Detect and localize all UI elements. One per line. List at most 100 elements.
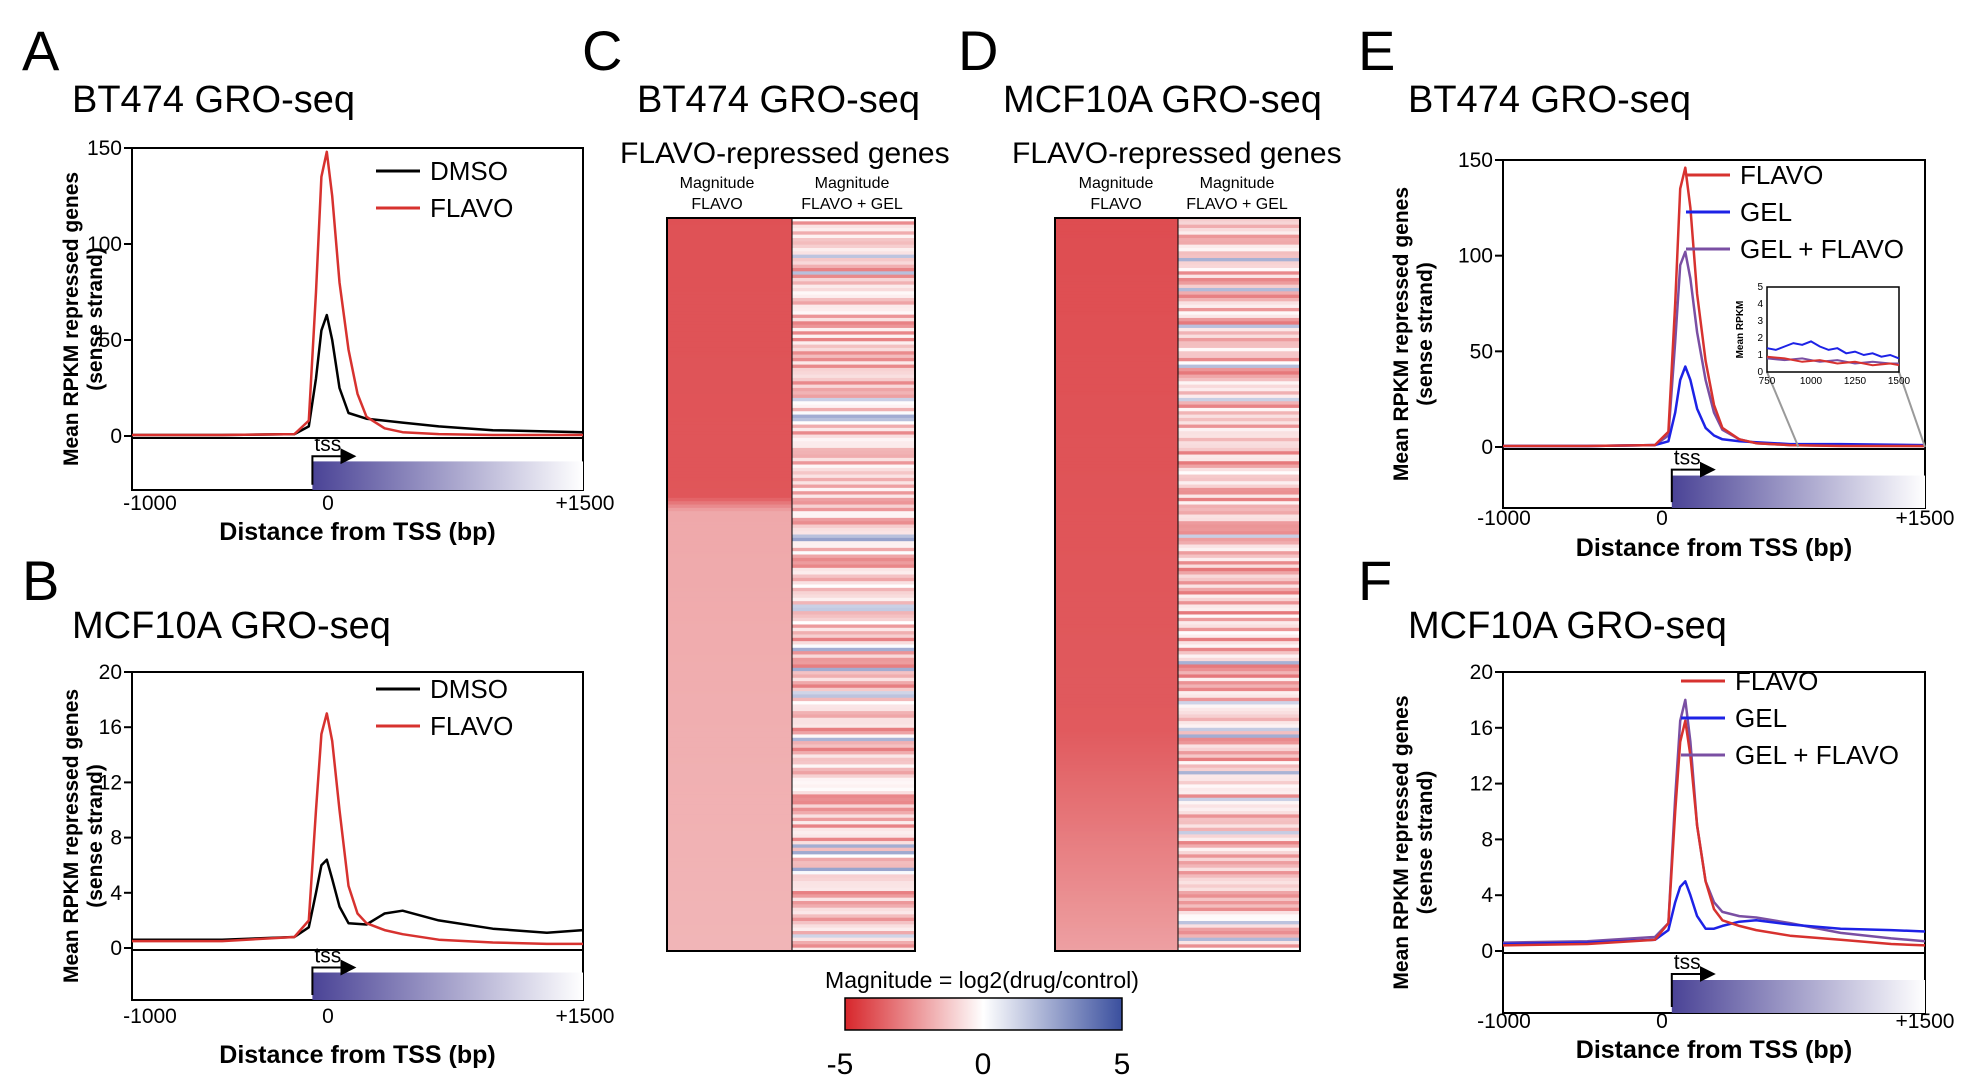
panel-c-col2-cell xyxy=(792,294,915,299)
panel-d-col2-cell xyxy=(1178,354,1300,359)
panel-c-col2-cell xyxy=(792,897,915,902)
panel-d-col2-cell xyxy=(1178,787,1300,792)
panel-c-col1-cell xyxy=(667,911,792,915)
panel-d-col2-cell xyxy=(1178,274,1300,279)
panel-c-col1-cell xyxy=(667,221,792,226)
panel-e-legend-label: GEL + FLAVO xyxy=(1740,234,1904,264)
panel-d-col2-cell xyxy=(1178,561,1300,566)
panel-c-col2-cell xyxy=(792,757,915,762)
panel-d-col1-cell xyxy=(1055,411,1178,416)
panel-c-col1-cell xyxy=(667,657,792,662)
panel-d-col1-cell xyxy=(1055,624,1178,629)
panel-d-col1-cell xyxy=(1055,894,1178,899)
panel-d-col2-cell xyxy=(1178,731,1300,736)
panel-c-col2-cell xyxy=(792,874,915,879)
panel-d-col1-cell xyxy=(1055,577,1178,582)
panel-e-inset-ytick-label: 0 xyxy=(1757,367,1763,378)
panel-d-col1-cell xyxy=(1055,567,1178,572)
panel-d-col1-cell xyxy=(1055,397,1178,402)
panel-c-col2-cell xyxy=(792,651,915,656)
panel-c-col2-cell xyxy=(792,797,915,802)
panel-c-col1-cell xyxy=(667,384,792,389)
panel-c-col2-cell xyxy=(792,597,915,602)
panel-c-col2-cell xyxy=(792,857,915,862)
panel-e-inset-y-axis-label: Mean RPKM xyxy=(1735,301,1746,359)
panel-c-title: BT474 GRO-seq xyxy=(637,79,920,121)
panel-d-col1-cell xyxy=(1055,261,1178,266)
panel-d-col1-cell xyxy=(1055,484,1178,489)
panel-c-col1-cell xyxy=(667,347,792,352)
panel-d-col1-cell xyxy=(1055,471,1178,476)
panel-c-col2-cell xyxy=(792,667,915,672)
panel-d-col1-cell xyxy=(1055,517,1178,522)
panel-c-col2-cell xyxy=(792,441,915,446)
panel-a-series-dmso xyxy=(132,313,584,437)
panel-c-col1-cell xyxy=(667,274,792,279)
panel-c-col2-cell xyxy=(792,784,915,789)
panel-d-col1-head-l1: Magnitude xyxy=(1079,175,1154,192)
panel-c-col2-cell xyxy=(792,937,915,942)
panel-c-col2-cell xyxy=(792,861,915,865)
panel-d-col2-cell xyxy=(1178,307,1300,312)
panel-d-col1-cell xyxy=(1055,601,1178,606)
panel-d-col2-cell xyxy=(1178,807,1300,812)
panel-d-col2-cell xyxy=(1178,401,1300,406)
panel-c-col1-cell xyxy=(667,907,792,912)
panel-d-col2-cell xyxy=(1178,228,1300,232)
panel-b-series-flavo xyxy=(132,712,583,946)
panel-c-col1-cell xyxy=(667,537,792,542)
panel-d-col2-cell xyxy=(1178,907,1300,912)
panel-c-col1-cell xyxy=(667,661,792,666)
panel-b-xtick-label: 0 xyxy=(322,1005,334,1028)
panel-d-col1-cell xyxy=(1055,564,1178,569)
panel-d-col1-cell xyxy=(1055,764,1178,769)
panel-d-col1-cell xyxy=(1055,821,1178,825)
panel-d-col2-cell xyxy=(1178,724,1300,729)
panel-d-col2-cell xyxy=(1178,717,1300,722)
panel-d-col1-cell xyxy=(1055,331,1178,336)
panel-c-col2-cell xyxy=(792,691,915,696)
panel-d-col1-cell xyxy=(1055,531,1178,536)
panel-c-col1-cell xyxy=(667,341,792,346)
panel-c-col1-cell xyxy=(667,717,792,722)
panel-c-col2-cell xyxy=(792,774,915,779)
panel-c-col2-cell xyxy=(792,631,915,636)
panel-d-col2-cell xyxy=(1178,851,1300,855)
panel-c-col2-cell xyxy=(792,617,915,622)
panel-e-inset-xtick-label: 1000 xyxy=(1800,376,1823,387)
panel-d-col1-cell xyxy=(1055,891,1178,895)
panel-d-col2-cell xyxy=(1178,287,1300,292)
panel-d-col1-cell xyxy=(1055,677,1178,682)
panel-c-col2-cell xyxy=(792,494,915,499)
panel-c-col1-cell xyxy=(667,674,792,679)
panel-c-col2-cell xyxy=(792,497,915,502)
panel-c-col1-cell xyxy=(667,731,792,736)
panel-d-col1-cell xyxy=(1055,464,1178,469)
panel-c-col2-cell xyxy=(792,311,915,316)
panel-c-col2-cell xyxy=(792,537,915,542)
panel-f-tss-gradient-bar xyxy=(1671,980,1925,1013)
panel-c-col1-cell xyxy=(667,897,792,902)
panel-c-col1-cell xyxy=(667,601,792,606)
panel-d-col1-cell xyxy=(1055,241,1178,246)
panel-c-col1-cell xyxy=(667,867,792,872)
panel-d-col1-cell xyxy=(1055,867,1178,872)
panel-c-col2-cell xyxy=(792,467,915,472)
panel-d-col2-cell xyxy=(1178,424,1300,429)
panel-a-ytick-label: 50 xyxy=(99,329,122,352)
panel-d-col2-cell xyxy=(1178,317,1300,322)
panel-c-col1-cell xyxy=(667,531,792,536)
panel-c-col2-cell xyxy=(792,474,915,479)
panel-d-col2-cell xyxy=(1178,864,1300,869)
panel-c-col1-cell xyxy=(667,471,792,476)
panel-d-col1-cell xyxy=(1055,904,1178,909)
panel-a-chart: tss 0 50 100 150 -1000 0 +1500 Distance from TSS… xyxy=(60,137,615,546)
panel-c-col2-cell xyxy=(792,437,915,442)
panel-d-col2-cell xyxy=(1178,771,1300,776)
panel-c-col2-cell xyxy=(792,894,915,899)
panel-c-col1-cell xyxy=(667,804,792,809)
panel-d-col2-cell xyxy=(1178,601,1300,606)
panel-d-col2-cell xyxy=(1178,937,1300,942)
panel-a-x-axis-label: Distance from TSS (bp) xyxy=(219,518,495,546)
panel-f-series-flavo xyxy=(1502,719,1926,947)
